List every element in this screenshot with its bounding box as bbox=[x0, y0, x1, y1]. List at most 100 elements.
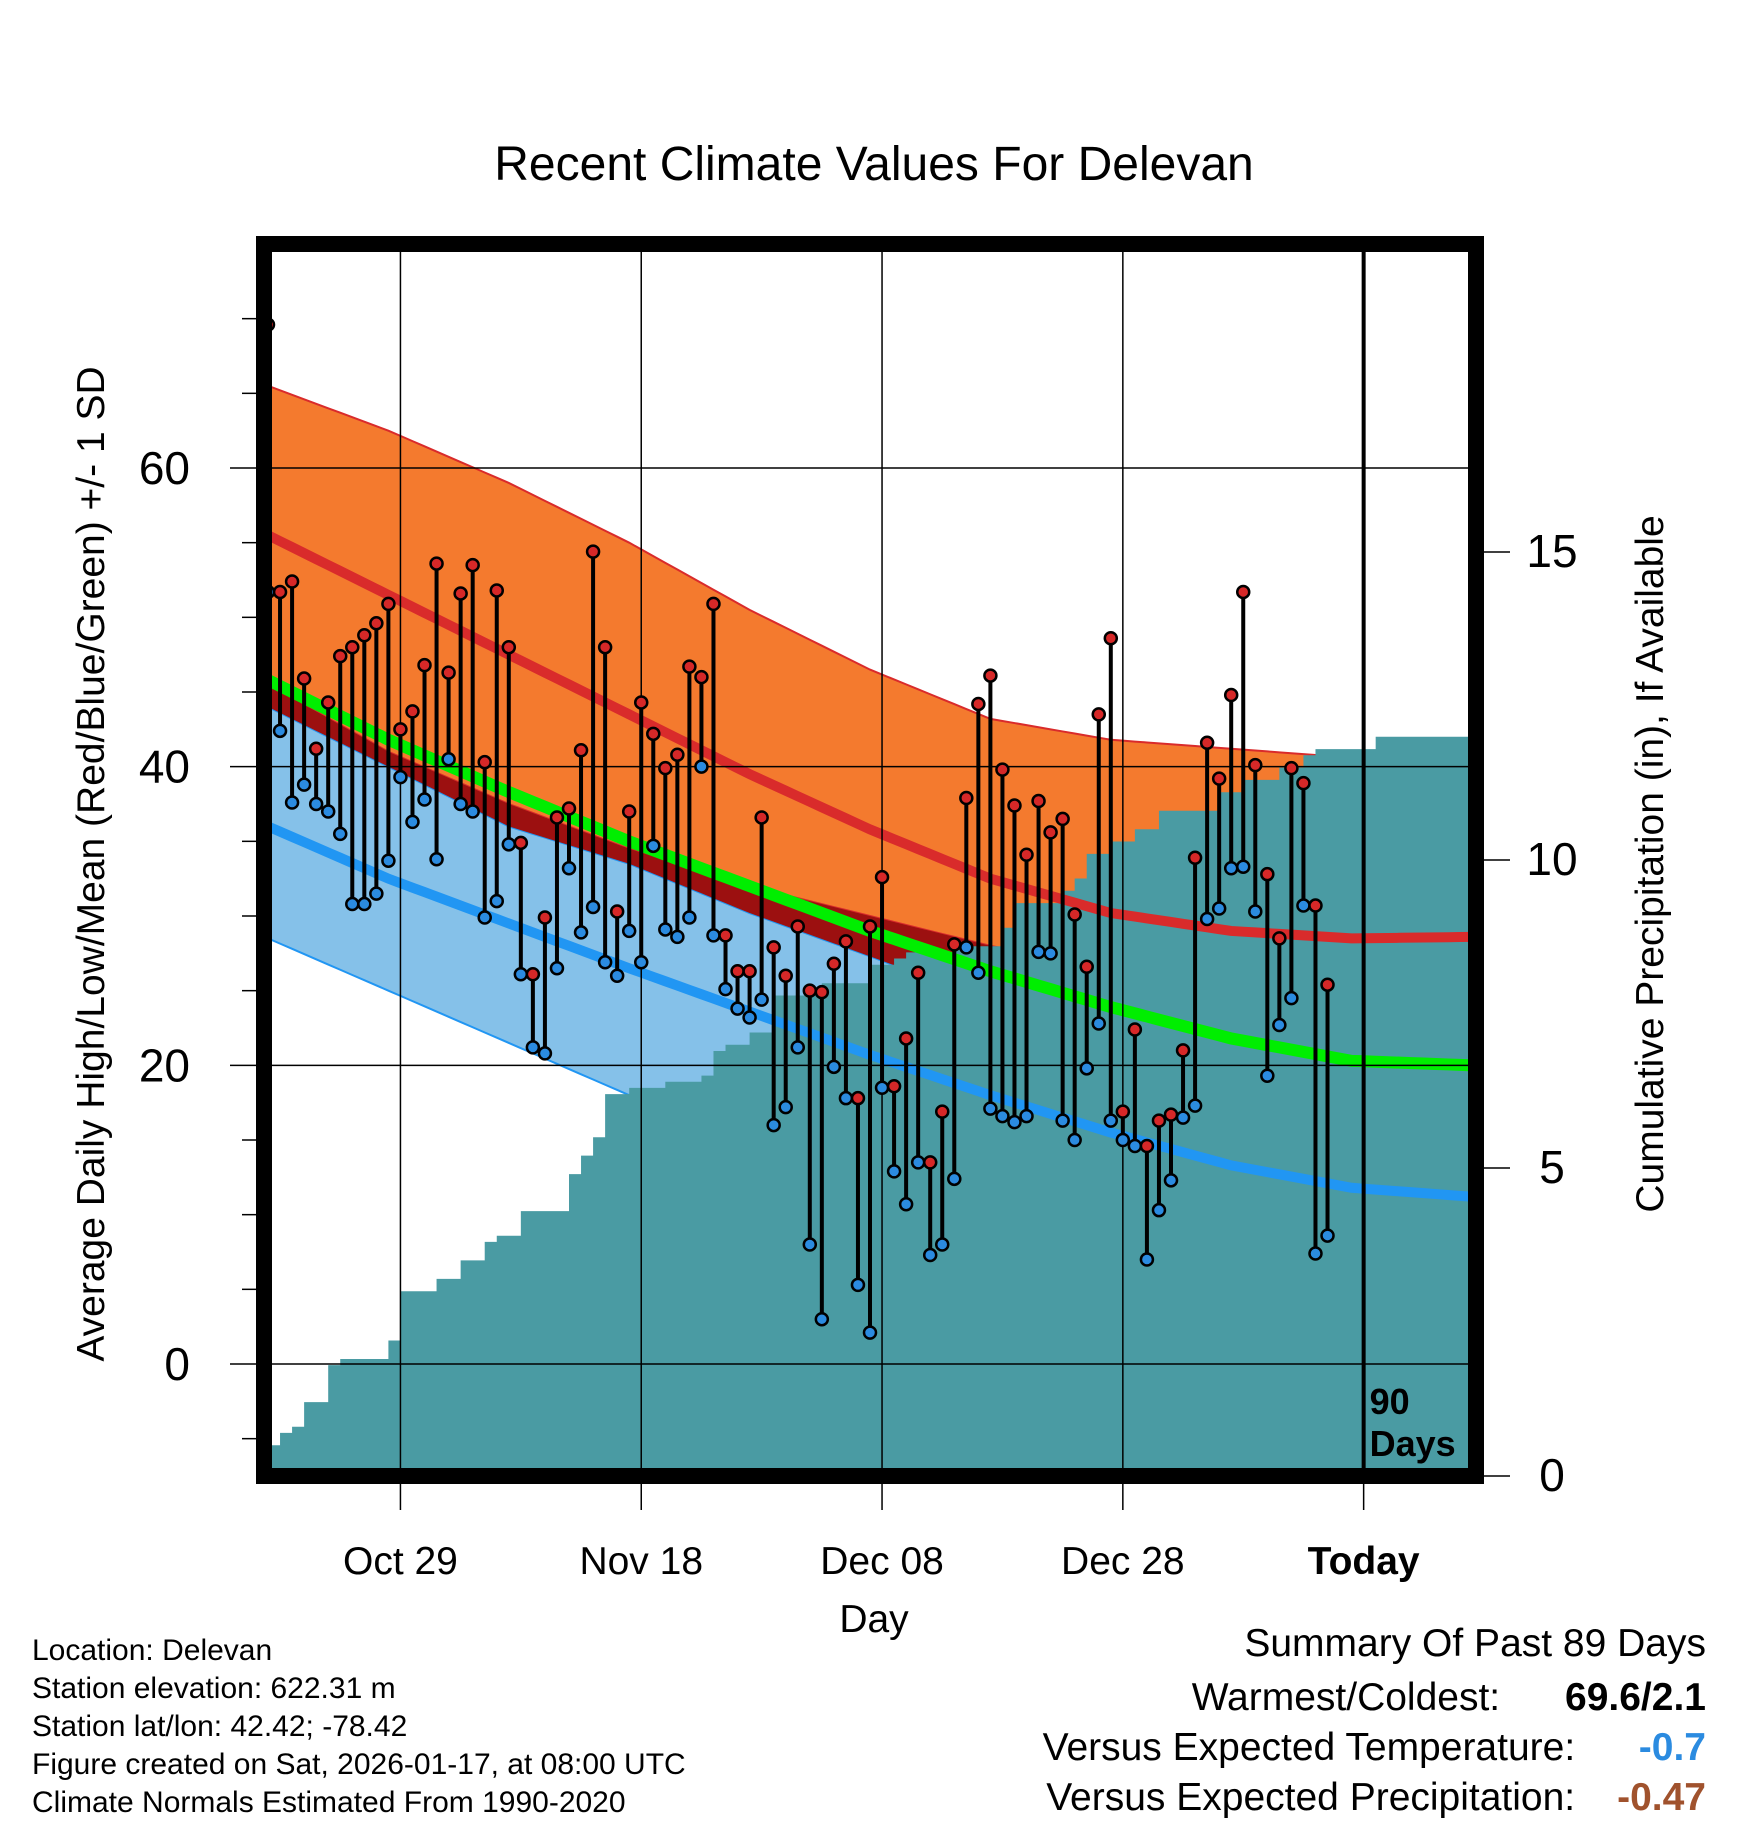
obs-high-point bbox=[814, 984, 830, 1000]
obs-low-point bbox=[369, 886, 384, 901]
obs-high-point bbox=[381, 596, 396, 612]
obs-high-point bbox=[525, 966, 541, 982]
obs-high-point bbox=[441, 665, 456, 680]
summary-precip-label: Versus Expected Precipitation: bbox=[1046, 1776, 1576, 1819]
obs-high-point bbox=[706, 596, 721, 612]
obs-low-point bbox=[1320, 1228, 1335, 1243]
obs-high-point bbox=[959, 790, 974, 806]
obs-low-point bbox=[284, 795, 300, 810]
y-tick-label: 40 bbox=[139, 741, 190, 793]
obs-high-point bbox=[682, 659, 697, 674]
obs-high-point bbox=[272, 584, 288, 600]
obs-low-point bbox=[742, 1010, 757, 1025]
obs-high-point bbox=[766, 940, 781, 955]
obs-low-point bbox=[1103, 1113, 1119, 1128]
obs-high-point bbox=[429, 556, 444, 571]
obs-high-point bbox=[1079, 959, 1094, 975]
footer-location: Location: Delevan bbox=[32, 1634, 273, 1667]
obs-low-point bbox=[1248, 904, 1263, 919]
obs-low-point bbox=[405, 814, 420, 830]
obs-high-point bbox=[549, 810, 565, 825]
obs-low-point bbox=[633, 955, 649, 970]
obs-low-point bbox=[983, 1101, 998, 1116]
obs-high-point bbox=[633, 695, 649, 710]
obs-low-point bbox=[501, 837, 517, 852]
obs-low-point bbox=[778, 1099, 793, 1115]
obs-low-point bbox=[1055, 1113, 1070, 1128]
summary-warmest-row: Warmest/Coldest: 69.6/2.1 bbox=[1192, 1676, 1706, 1720]
obs-high-point bbox=[1163, 1107, 1179, 1122]
obs-low-point bbox=[549, 961, 565, 976]
x-tick-label: Oct 29 bbox=[343, 1540, 458, 1583]
obs-low-point bbox=[682, 910, 697, 925]
obs-low-point bbox=[790, 1040, 806, 1055]
obs-low-point bbox=[995, 1108, 1010, 1124]
today-days-count: 90 bbox=[1370, 1381, 1410, 1422]
obs-high-point bbox=[1284, 760, 1299, 776]
obs-high-point bbox=[1308, 898, 1323, 913]
obs-high-point bbox=[1055, 811, 1070, 827]
obs-high-point bbox=[1127, 1022, 1143, 1037]
obs-low-point bbox=[1223, 860, 1239, 876]
footer-info: Location: Delevan Station elevation: 622… bbox=[32, 1632, 686, 1822]
obs-high-point bbox=[465, 557, 480, 573]
obs-high-point bbox=[1067, 907, 1082, 922]
obs-low-point bbox=[947, 1171, 962, 1187]
obs-high-point bbox=[1103, 630, 1119, 646]
obs-low-point bbox=[477, 910, 492, 925]
obs-low-point bbox=[718, 981, 733, 997]
obs-low-point bbox=[320, 804, 336, 819]
obs-low-point bbox=[525, 1040, 541, 1055]
x-tick-label: Dec 28 bbox=[1061, 1540, 1185, 1583]
obs-high-point bbox=[1151, 1113, 1167, 1128]
obs-low-point bbox=[1260, 1068, 1275, 1084]
footer-elevation: Station elevation: 622.31 m bbox=[32, 1672, 396, 1705]
obs-high-point bbox=[369, 616, 384, 631]
obs-high-point bbox=[345, 639, 360, 655]
obs-high-point bbox=[850, 1090, 866, 1106]
obs-high-point bbox=[862, 919, 878, 934]
obs-low-point bbox=[609, 968, 625, 983]
obs-high-point bbox=[838, 934, 854, 949]
obs-low-point bbox=[1235, 859, 1251, 874]
obs-low-point bbox=[393, 769, 408, 785]
obs-low-point bbox=[898, 1196, 914, 1212]
summary-warmest-value: 69.6/2.1 bbox=[1565, 1676, 1706, 1719]
obs-low-point bbox=[357, 896, 372, 912]
obs-high-point bbox=[971, 696, 986, 712]
obs-high-point bbox=[658, 760, 673, 776]
obs-low-point bbox=[1067, 1132, 1082, 1148]
y2-tick-label: 15 bbox=[1526, 525, 1577, 577]
obs-high-point bbox=[995, 762, 1010, 777]
obs-low-point bbox=[802, 1237, 818, 1252]
obs-low-point bbox=[453, 796, 468, 812]
obs-low-point bbox=[1019, 1108, 1034, 1124]
obs-high-point bbox=[561, 801, 577, 816]
obs-high-point bbox=[489, 583, 505, 598]
plot-frame bbox=[256, 236, 1484, 1484]
obs-low-point bbox=[621, 923, 637, 939]
obs-high-point bbox=[1272, 931, 1287, 946]
obs-high-point bbox=[284, 574, 300, 589]
y-axis-label: Average Daily High/Low/Mean (Red/Blue/Gr… bbox=[70, 366, 113, 1361]
obs-high-point bbox=[1320, 977, 1335, 992]
obs-low-point bbox=[670, 929, 685, 945]
obs-high-point bbox=[320, 695, 336, 710]
obs-low-point bbox=[934, 1237, 950, 1252]
obs-high-point bbox=[1260, 866, 1275, 882]
obs-high-point bbox=[1235, 584, 1251, 600]
obs-high-point bbox=[501, 639, 517, 655]
obs-low-point bbox=[838, 1090, 854, 1106]
obs-high-point bbox=[742, 964, 757, 979]
obs-high-point bbox=[1175, 1043, 1191, 1058]
obs-low-point bbox=[585, 899, 601, 915]
obs-low-point bbox=[1139, 1252, 1155, 1267]
obs-high-point bbox=[1248, 757, 1263, 773]
obs-low-point bbox=[959, 940, 974, 955]
obs-high-point bbox=[609, 904, 625, 919]
y2-axis-label: Cumulative Precipitation (in), If Availa… bbox=[1629, 515, 1672, 1212]
obs-high-point bbox=[1296, 775, 1311, 791]
obs-low-point bbox=[308, 796, 324, 812]
obs-low-point bbox=[1007, 1114, 1022, 1130]
